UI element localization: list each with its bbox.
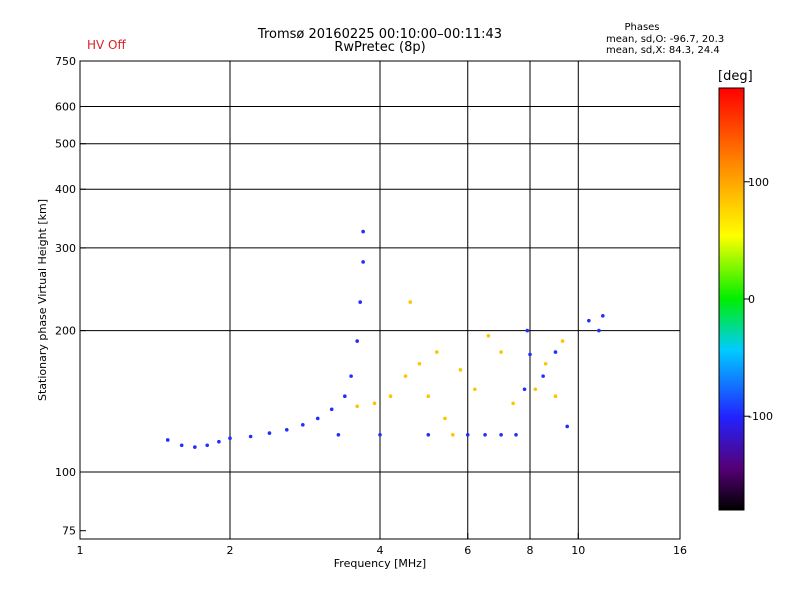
data-point — [355, 404, 359, 409]
data-point — [528, 352, 532, 357]
data-point — [361, 229, 365, 234]
phases-o-stats: mean, sd,O: -96.7, 20.3 — [606, 34, 725, 45]
data-point — [499, 433, 503, 437]
grid — [80, 61, 680, 539]
colorbar-tick-label: 100 — [748, 176, 769, 189]
y-axis-label: Stationary phase Virtual Height [km] — [36, 199, 49, 401]
data-point — [426, 433, 431, 437]
data-point — [372, 401, 377, 406]
data-point — [514, 433, 518, 437]
data-point — [284, 427, 289, 432]
data-point — [343, 394, 347, 399]
x-tick-label: 2 — [227, 544, 234, 557]
data-point — [434, 350, 439, 354]
data-point — [587, 318, 591, 323]
data-point — [417, 361, 422, 366]
x-tick-label: 4 — [377, 544, 384, 557]
y-tick-label: 75 — [62, 525, 76, 538]
x-tick-label: 6 — [464, 544, 471, 557]
data-point — [533, 387, 538, 392]
data-point — [349, 374, 353, 378]
data-point — [388, 394, 393, 399]
axis-ticks: 1 2 4 6 8 10 16 75 100 200 300 400 500 600 750 — [55, 55, 687, 557]
x-tick-label: 8 — [527, 544, 534, 557]
y-tick-label: 600 — [55, 101, 76, 114]
data-point — [553, 350, 558, 354]
data-point — [205, 443, 209, 448]
data-point — [465, 433, 470, 437]
phases-x-stats: mean, sd,X: 84.3, 24.4 — [606, 45, 720, 56]
x-axis-label: Frequency [MHz] — [334, 557, 426, 570]
hv-status: HV Off — [87, 38, 126, 52]
x-tick-label: 10 — [571, 544, 585, 557]
y-tick-label: 200 — [55, 325, 76, 338]
data-point — [473, 387, 477, 392]
data-points — [165, 229, 605, 449]
data-point — [597, 328, 601, 333]
colorbar — [718, 87, 745, 511]
data-point — [486, 333, 491, 338]
colorbar-ticks: 100 0 -100 — [744, 176, 773, 423]
colorbar-tick-label: 0 — [748, 293, 755, 306]
data-point — [315, 416, 320, 421]
phases-title: Phases — [624, 22, 660, 33]
y-tick-label: 750 — [55, 55, 76, 68]
data-point — [403, 374, 408, 378]
data-point — [522, 387, 527, 392]
data-point — [267, 431, 272, 435]
chart-subtitle: RwPretec (8p) — [334, 40, 426, 55]
data-point — [443, 416, 447, 421]
data-point — [248, 434, 253, 439]
y-tick-label: 100 — [55, 466, 76, 479]
colorbar-unit: [deg] — [718, 69, 753, 84]
data-point — [179, 443, 184, 448]
data-point — [193, 445, 197, 449]
data-point — [301, 423, 305, 427]
data-point — [451, 433, 455, 437]
data-point — [458, 368, 463, 372]
data-point — [355, 339, 359, 343]
data-point — [560, 339, 565, 343]
data-point — [361, 260, 365, 264]
data-point — [165, 438, 170, 442]
data-point — [329, 407, 334, 412]
data-point — [483, 433, 487, 437]
data-point — [378, 433, 382, 437]
data-point — [217, 439, 221, 444]
y-tick-label: 300 — [55, 242, 76, 255]
x-tick-label: 16 — [673, 544, 687, 557]
data-point — [543, 361, 548, 366]
colorbar-tick-label: -100 — [748, 410, 773, 423]
data-point — [336, 433, 341, 437]
data-point — [228, 436, 232, 441]
y-tick-label: 500 — [55, 138, 76, 151]
data-point — [553, 394, 558, 399]
data-point — [601, 314, 605, 318]
data-point — [358, 300, 362, 304]
x-tick-label: 1 — [77, 544, 84, 557]
data-point — [541, 374, 545, 378]
data-point — [426, 394, 431, 399]
data-point — [565, 424, 569, 429]
y-tick-label: 400 — [55, 183, 76, 196]
data-point — [499, 350, 503, 354]
data-point — [408, 300, 413, 304]
data-point — [511, 401, 515, 406]
data-point — [525, 328, 530, 333]
chart-title: Tromsø 20160225 00:10:00–00:11:43 — [257, 27, 503, 42]
